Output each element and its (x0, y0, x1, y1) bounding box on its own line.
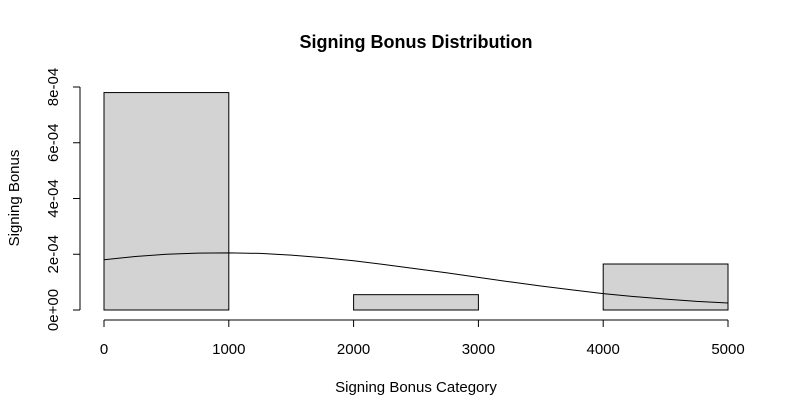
y-tick-label: 8e-04 (45, 68, 62, 106)
x-axis: 0 1000 2000 3000 4000 5000 (100, 319, 745, 358)
y-tick-label: 4e-04 (45, 179, 62, 217)
x-tick-label: 1000 (212, 341, 245, 358)
bars-group (103, 92, 729, 311)
x-tick-label: 0 (100, 341, 108, 358)
x-tick-label: 4000 (587, 341, 620, 358)
x-axis-label: Signing Bonus Category (335, 379, 497, 396)
histogram-bar (353, 294, 479, 311)
y-tick-label: 6e-04 (45, 124, 62, 162)
y-tick-label: 0e+00 (45, 289, 62, 331)
histogram-bar (103, 92, 230, 311)
x-tick-label: 3000 (462, 341, 495, 358)
y-axis-label: Signing Bonus (6, 150, 23, 247)
chart-title: Signing Bonus Distribution (300, 32, 533, 52)
y-axis: 0e+00 2e-04 4e-04 6e-04 8e-04 (45, 68, 81, 331)
y-tick-label: 2e-04 (45, 235, 62, 273)
histogram-bar (602, 263, 729, 311)
x-tick-label: 5000 (711, 341, 744, 358)
density-curve (103, 252, 729, 304)
x-tick-label: 2000 (337, 341, 370, 358)
